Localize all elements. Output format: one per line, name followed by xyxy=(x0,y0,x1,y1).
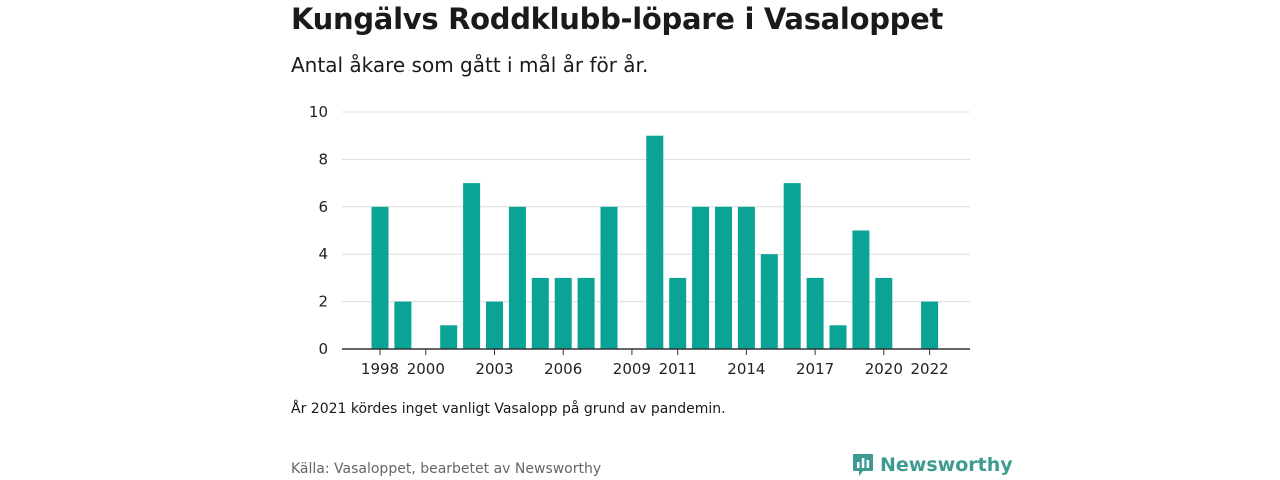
bar-1998 xyxy=(371,206,389,349)
y-tick-label: 4 xyxy=(318,245,328,263)
bars xyxy=(371,135,939,349)
bar-1999 xyxy=(394,301,412,349)
bar-2010 xyxy=(646,135,664,349)
bar-2007 xyxy=(577,277,595,349)
bar-2003 xyxy=(486,301,503,349)
y-tick-label: 6 xyxy=(318,198,328,216)
bar-2014 xyxy=(737,206,755,349)
bar-2011 xyxy=(669,277,687,349)
bar-2008 xyxy=(600,206,618,349)
brand-logo[interactable]: Newsworthy xyxy=(852,453,1013,477)
source-text: Källa: Vasaloppet, bearbetet av Newswort… xyxy=(291,461,602,477)
y-tick-label: 0 xyxy=(318,340,328,358)
bar-2004 xyxy=(508,206,526,349)
x-tick-label: 2017 xyxy=(796,360,834,378)
y-tick-label: 2 xyxy=(318,293,328,311)
bar-2006 xyxy=(554,277,572,349)
bar-2017 xyxy=(806,277,824,349)
bar-2019 xyxy=(852,230,870,349)
bar-2012 xyxy=(692,206,710,349)
footnote: År 2021 kördes inget vanligt Vasalopp på… xyxy=(291,401,726,417)
x-tick-label: 2014 xyxy=(727,360,765,378)
y-tick-label: 8 xyxy=(318,150,328,168)
x-tick-label: 1998 xyxy=(361,360,399,378)
bar-2002 xyxy=(463,183,481,349)
x-tick-label: 2022 xyxy=(911,360,949,378)
chart-title: Kungälvs Roddklubb-löpare i Vasaloppet xyxy=(291,2,944,36)
x-axis-ticks: 1998 2000 2003 2006 2009 2011 2014 2017 2020 2022 xyxy=(361,349,949,378)
x-tick-label: 2003 xyxy=(475,360,513,378)
bar-2015 xyxy=(760,254,778,349)
newsworthy-logo-icon xyxy=(853,454,873,476)
brand-name: Newsworthy xyxy=(880,454,1013,476)
bar-2018 xyxy=(829,325,847,349)
y-tick-label: 10 xyxy=(309,103,328,121)
x-tick-label: 2011 xyxy=(659,360,697,378)
bar-chart: 0 2 4 6 8 10 1998 2000 2003 2006 2009 2011 2014 2017… xyxy=(309,103,970,378)
y-axis-ticks: 0 2 4 6 8 10 xyxy=(309,103,328,358)
bar-2022 xyxy=(921,301,939,349)
x-tick-label: 2009 xyxy=(613,360,651,378)
bar-2013 xyxy=(715,206,732,349)
bar-2020 xyxy=(875,277,893,349)
x-tick-label: 2006 xyxy=(544,360,582,378)
x-tick-label: 2000 xyxy=(407,360,445,378)
bar-2001 xyxy=(440,325,458,349)
chart-subtitle: Antal åkare som gått i mål år för år. xyxy=(291,53,649,77)
bar-2016 xyxy=(783,183,801,349)
bar-2005 xyxy=(531,277,549,349)
x-tick-label: 2020 xyxy=(865,360,903,378)
